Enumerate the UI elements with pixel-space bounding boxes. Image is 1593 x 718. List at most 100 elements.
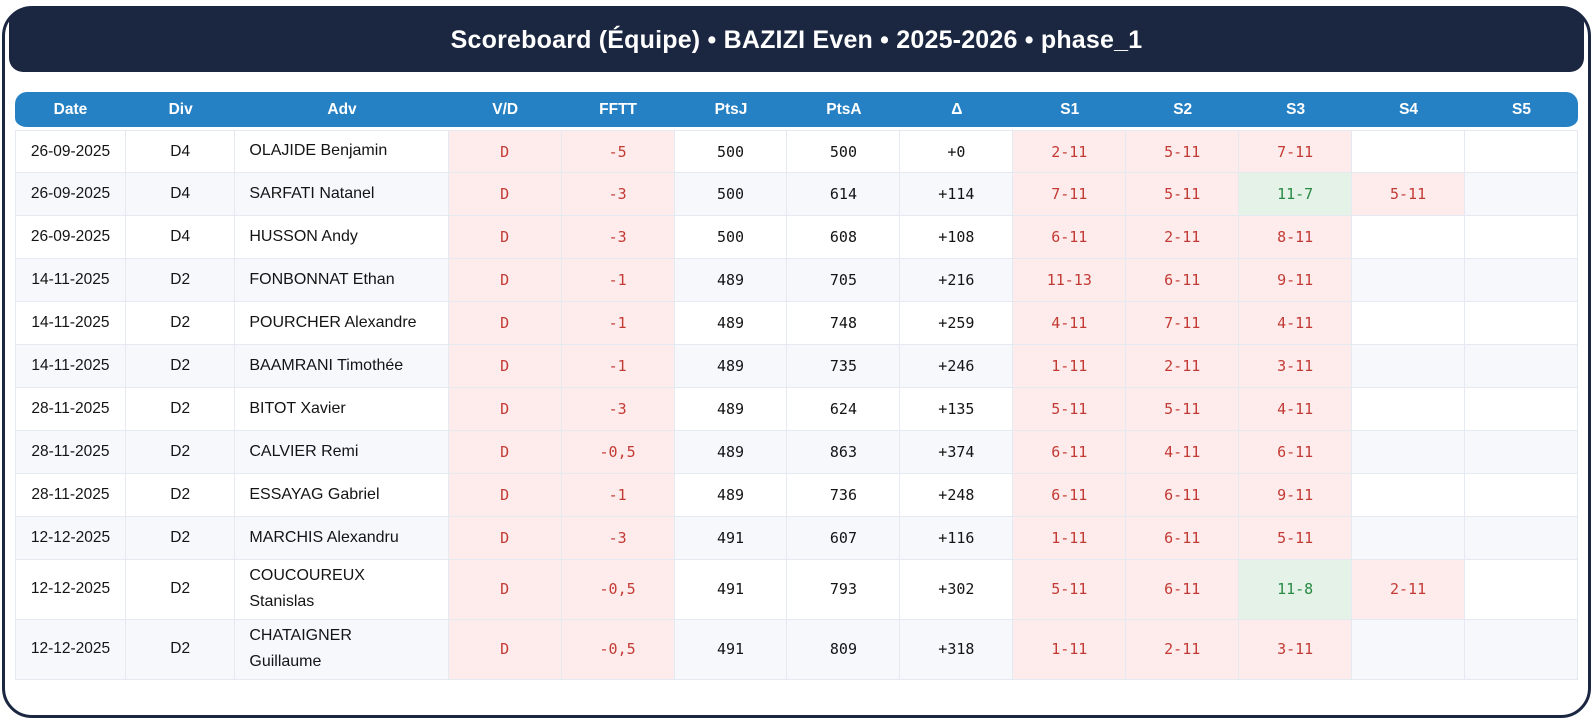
table-row: 28-11-2025 D2 BITOT Xavier D -3 489 624 … [15, 388, 1578, 431]
set4-score-cell [1352, 619, 1466, 680]
set3-score-cell: 7-11 [1239, 130, 1353, 173]
delta-cell: +374 [900, 431, 1014, 474]
victory-defeat-cell: D [448, 619, 562, 680]
set5-score-cell [1465, 619, 1578, 680]
set1-score-cell: 6-11 [1013, 474, 1127, 517]
date-cell: 28-11-2025 [15, 431, 126, 474]
set5-score-cell [1465, 130, 1578, 173]
delta-cell: +116 [900, 517, 1014, 560]
delta-cell: +108 [900, 216, 1014, 259]
fftt-points-cell: -5 [561, 130, 675, 173]
header-row: Date Div Adv V/D FFTT PtsJ PtsA Δ S1 S2 S3 S4 S5 [15, 92, 1578, 130]
set2-score-cell: 2-11 [1126, 345, 1240, 388]
division-cell: D4 [125, 173, 236, 216]
adversary-cell: MARCHIS Alexandru [235, 517, 449, 560]
victory-defeat-cell: D [448, 431, 562, 474]
player-points-cell: 489 [674, 302, 788, 345]
set4-score-cell [1352, 130, 1466, 173]
victory-defeat-cell: D [448, 517, 562, 560]
adversary-cell: BITOT Xavier [235, 388, 449, 431]
division-cell: D2 [125, 259, 236, 302]
set3-score-cell: 5-11 [1239, 517, 1353, 560]
adversary-cell: BAAMRANI Timothée [235, 345, 449, 388]
date-cell: 26-09-2025 [15, 173, 126, 216]
set3-score-cell: 9-11 [1239, 259, 1353, 302]
player-points-cell: 489 [674, 345, 788, 388]
set5-score-cell [1465, 517, 1578, 560]
column-header: Δ [900, 92, 1014, 130]
column-header: Div [125, 92, 236, 130]
set4-score-cell [1352, 216, 1466, 259]
scoreboard-table-container: Date Div Adv V/D FFTT PtsJ PtsA Δ S1 S2 S3 S4 S5 26-… [15, 92, 1578, 680]
column-header: V/D [448, 92, 562, 130]
set4-score-cell [1352, 259, 1466, 302]
victory-defeat-cell: D [448, 130, 562, 173]
table-body: 26-09-2025 D4 OLAJIDE Benjamin D -5 500 … [15, 130, 1578, 680]
adversary-cell: ESSAYAG Gabriel [235, 474, 449, 517]
victory-defeat-cell: D [448, 345, 562, 388]
set2-score-cell: 6-11 [1126, 259, 1240, 302]
column-header: S2 [1126, 92, 1240, 130]
set5-score-cell [1465, 431, 1578, 474]
delta-cell: +318 [900, 619, 1014, 680]
set4-score-cell [1352, 388, 1466, 431]
date-cell: 12-12-2025 [15, 517, 126, 560]
fftt-points-cell: -0,5 [561, 619, 675, 680]
delta-cell: +0 [900, 130, 1014, 173]
scoreboard-card: Scoreboard (Équipe) • BAZIZI Even • 2025… [2, 6, 1591, 718]
date-cell: 28-11-2025 [15, 474, 126, 517]
fftt-points-cell: -0,5 [561, 560, 675, 620]
adversary-points-cell: 793 [787, 560, 901, 620]
fftt-points-cell: -0,5 [561, 431, 675, 474]
set1-score-cell: 1-11 [1013, 619, 1127, 680]
adversary-points-cell: 863 [787, 431, 901, 474]
adversary-cell: POURCHER Alexandre [235, 302, 449, 345]
set5-score-cell [1465, 302, 1578, 345]
set1-score-cell: 6-11 [1013, 431, 1127, 474]
set3-score-cell: 11-7 [1239, 173, 1353, 216]
victory-defeat-cell: D [448, 259, 562, 302]
adversary-points-cell: 500 [787, 130, 901, 173]
set5-score-cell [1465, 173, 1578, 216]
set5-score-cell [1465, 474, 1578, 517]
delta-cell: +216 [900, 259, 1014, 302]
adversary-points-cell: 705 [787, 259, 901, 302]
delta-cell: +248 [900, 474, 1014, 517]
date-cell: 28-11-2025 [15, 388, 126, 431]
set4-score-cell [1352, 431, 1466, 474]
page-title: Scoreboard (Équipe) • BAZIZI Even • 2025… [450, 26, 1143, 54]
delta-cell: +246 [900, 345, 1014, 388]
adversary-points-cell: 624 [787, 388, 901, 431]
set1-score-cell: 7-11 [1013, 173, 1127, 216]
date-cell: 14-11-2025 [15, 345, 126, 388]
set3-score-cell: 4-11 [1239, 388, 1353, 431]
set4-score-cell [1352, 302, 1466, 345]
fftt-points-cell: -3 [561, 173, 675, 216]
delta-cell: +259 [900, 302, 1014, 345]
date-cell: 14-11-2025 [15, 302, 126, 345]
set1-score-cell: 6-11 [1013, 216, 1127, 259]
adversary-cell: HUSSON Andy [235, 216, 449, 259]
set2-score-cell: 5-11 [1126, 388, 1240, 431]
division-cell: D2 [125, 388, 236, 431]
adversary-points-cell: 736 [787, 474, 901, 517]
delta-cell: +302 [900, 560, 1014, 620]
set1-score-cell: 2-11 [1013, 130, 1127, 173]
date-cell: 12-12-2025 [15, 619, 126, 680]
adversary-cell: CHATAIGNER Guillaume [235, 619, 449, 680]
player-points-cell: 489 [674, 259, 788, 302]
player-points-cell: 489 [674, 431, 788, 474]
table-row: 26-09-2025 D4 SARFATI Natanel D -3 500 6… [15, 173, 1578, 216]
fftt-points-cell: -1 [561, 259, 675, 302]
division-cell: D2 [125, 345, 236, 388]
player-points-cell: 491 [674, 619, 788, 680]
table-row: 14-11-2025 D2 BAAMRANI Timothée D -1 489… [15, 345, 1578, 388]
table-row: 28-11-2025 D2 ESSAYAG Gabriel D -1 489 7… [15, 474, 1578, 517]
set3-score-cell: 6-11 [1239, 431, 1353, 474]
player-points-cell: 491 [674, 517, 788, 560]
fftt-points-cell: -3 [561, 388, 675, 431]
table-row: 26-09-2025 D4 OLAJIDE Benjamin D -5 500 … [15, 130, 1578, 173]
adversary-points-cell: 614 [787, 173, 901, 216]
fftt-points-cell: -3 [561, 216, 675, 259]
set3-score-cell: 11-8 [1239, 560, 1353, 620]
